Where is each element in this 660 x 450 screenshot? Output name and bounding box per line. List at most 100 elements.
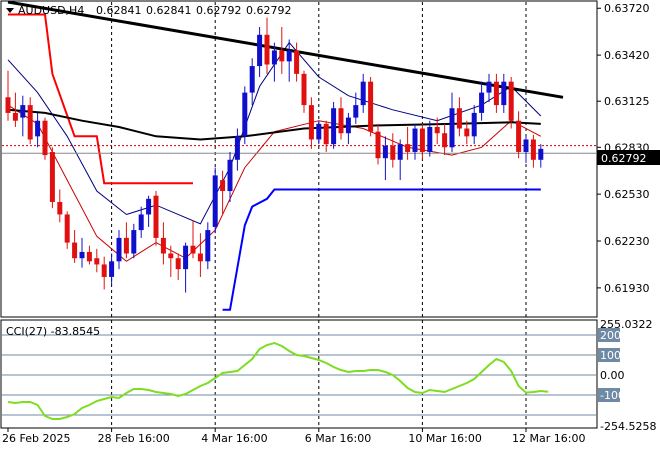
candle-body-0: [5, 97, 11, 113]
candle-body-17: [131, 230, 137, 254]
candle-body-71: [530, 139, 536, 160]
candle-body-72: [538, 148, 544, 160]
candle-body-13: [101, 264, 107, 277]
candle-body-43: [323, 123, 329, 145]
candle-body-56: [419, 128, 425, 152]
candle-body-28: [212, 175, 218, 227]
candle-body-41: [308, 105, 314, 140]
candle-body-45: [338, 108, 344, 134]
candle-body-54: [405, 144, 411, 152]
current-price-label: 0.62792: [601, 152, 647, 165]
overlay-lines: [2, 0, 596, 311]
candle-body-12: [94, 258, 100, 265]
candle-body-36: [271, 50, 277, 65]
cci-title: CCI(27) -83.8545: [6, 325, 100, 338]
candle-body-51: [382, 145, 388, 159]
ohlc-low: 0.62792: [196, 4, 242, 17]
cci-tick-badge-1: [598, 328, 620, 342]
candle-body-29: [220, 180, 226, 192]
cci-line: [7, 341, 549, 420]
time-label-0: 26 Feb 2025: [2, 432, 70, 445]
candle-body-38: [286, 50, 292, 62]
vertical-grid: [111, 2, 527, 427]
candle-body-2: [20, 105, 26, 118]
candle-body-11: [86, 251, 92, 262]
candle-body-44: [331, 108, 337, 145]
candle-body-63: [471, 112, 477, 137]
candle-body-37: [279, 50, 285, 62]
candle-body-26: [197, 253, 203, 262]
cci-tick-label-1: 200: [600, 329, 621, 342]
red-stop-line: [8, 13, 193, 185]
time-label-2: 4 Mar 16:00: [201, 432, 267, 445]
candle-body-22: [168, 253, 174, 259]
candle-body-69: [516, 120, 522, 152]
envelope-lower-line: [7, 104, 542, 262]
candle-body-35: [264, 34, 270, 65]
candle-body-16: [123, 237, 129, 254]
candle-body-60: [449, 108, 455, 148]
candle-body-62: [464, 128, 470, 137]
current-price-badge: [597, 150, 660, 165]
candle-body-6: [49, 151, 55, 202]
candle-body-30: [227, 159, 233, 192]
cci-tick-label-0: 255.0322: [600, 318, 653, 331]
candle-body-15: [116, 237, 122, 262]
candle-body-65: [486, 81, 492, 93]
candle-body-32: [242, 92, 248, 137]
candle-body-27: [205, 230, 211, 262]
candle-body-25: [190, 245, 196, 254]
candle-body-57: [427, 126, 433, 152]
time-axis: 26 Feb 2025 28 Feb 16:00 4 Mar 16:00 6 Mar …: [2, 428, 585, 445]
trend-line: [7, 0, 564, 99]
cci-tick-label-2: 100: [600, 349, 621, 362]
candle-body-64: [479, 92, 485, 113]
price-panel-frame: [0, 0, 598, 318]
time-label-5: 12 Mar 16:00: [512, 432, 585, 445]
candle-body-66: [493, 81, 499, 106]
cci-tick-label-5: -254.5258: [600, 420, 656, 433]
candle-body-24: [183, 245, 189, 270]
cci-tick-badge-4: [598, 388, 620, 402]
candle-body-58: [434, 126, 440, 134]
candle-body-18: [138, 214, 144, 231]
price-tick-label-1: 0.63420: [604, 49, 650, 62]
symbol-label: AUDUSD,H4: [18, 4, 84, 17]
price-tick-label-0: 0.63720: [604, 2, 650, 15]
candle-body-46: [345, 117, 351, 134]
cci-panel-frame: [0, 319, 598, 429]
price-tick-label-5: 0.62230: [604, 235, 650, 248]
candle-body-8: [64, 214, 70, 243]
candle-body-10: [79, 251, 85, 259]
candle-body-47: [353, 105, 359, 118]
candle-body-52: [390, 145, 396, 160]
blue-stop-line: [222, 188, 541, 311]
price-tick-label-2: 0.63125: [604, 95, 650, 108]
candle-body-68: [508, 81, 514, 121]
candle-body-20: [153, 195, 159, 238]
price-tick-label-6: 0.61930: [604, 282, 650, 295]
candle-body-70: [523, 139, 529, 152]
candle-body-67: [501, 81, 507, 106]
candle-body-31: [234, 136, 240, 160]
candle-body-34: [257, 34, 263, 67]
ohlc-open: 0.62841: [96, 4, 142, 17]
candle-body-40: [301, 73, 307, 106]
candle-body-61: [456, 108, 462, 129]
candle-body-50: [375, 131, 381, 159]
time-label-3: 6 Mar 16:00: [305, 432, 371, 445]
cci-tick-label-4: -100: [600, 389, 625, 402]
candles: [5, 17, 544, 293]
dropdown-arrow-icon[interactable]: [6, 8, 14, 13]
candle-body-14: [109, 261, 115, 277]
candle-body-53: [397, 144, 403, 160]
candle-body-23: [175, 258, 181, 270]
candle-body-19: [146, 198, 152, 215]
candle-body-48: [360, 81, 366, 106]
candle-body-5: [42, 120, 48, 156]
candle-body-33: [249, 66, 255, 93]
candle-body-21: [160, 237, 166, 254]
price-axis: 0.637200.634200.631250.628300.625300.622…: [597, 2, 650, 295]
